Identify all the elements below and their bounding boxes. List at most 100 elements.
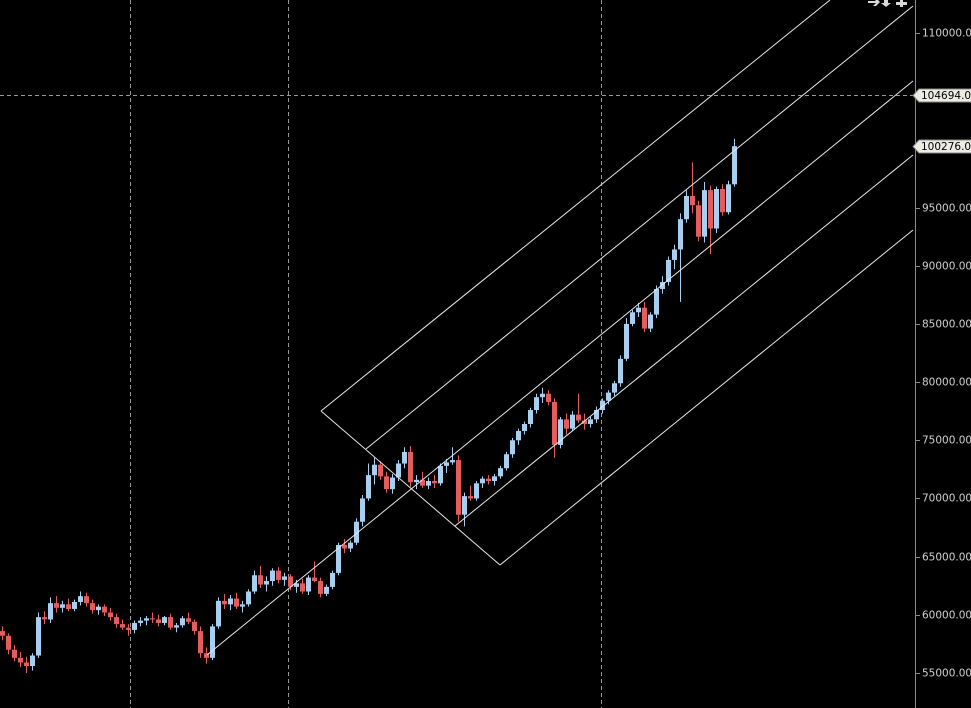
- y-tick-label: 95000.00: [922, 203, 971, 215]
- candle-body: [570, 414, 575, 429]
- candle-body: [6, 635, 11, 650]
- candle-body: [666, 259, 671, 283]
- candle-body: [114, 617, 119, 625]
- candle-body: [552, 401, 557, 445]
- candle-body: [48, 603, 53, 620]
- candle-body: [528, 410, 533, 424]
- channel-base: [320, 410, 501, 566]
- candle-body: [300, 583, 305, 592]
- candle-body: [474, 483, 479, 499]
- y-tick-label: 55000.00: [922, 668, 971, 680]
- candle-body: [240, 604, 245, 607]
- candle-body: [372, 464, 377, 476]
- channel: [206, 0, 914, 656]
- candle-body: [318, 581, 323, 594]
- candle-body: [336, 544, 341, 573]
- candle-body: [342, 544, 347, 549]
- y-tick-label: 80000.00: [922, 377, 971, 389]
- candle-body: [516, 430, 521, 441]
- candle-body: [468, 496, 473, 499]
- candle-body: [330, 572, 335, 587]
- channel-line: [454, 154, 914, 527]
- candle-body: [648, 314, 653, 329]
- candle-body: [390, 477, 395, 490]
- candle-body: [654, 289, 659, 315]
- toolbar-icons: [868, 0, 907, 7]
- candle-body: [678, 219, 683, 250]
- candle-body: [216, 600, 221, 627]
- candle-body: [408, 451, 413, 483]
- candle-body: [294, 583, 299, 587]
- candle-body: [510, 440, 515, 455]
- candle-body: [594, 410, 599, 420]
- candle-body: [132, 622, 137, 630]
- candle-body: [684, 195, 689, 220]
- candles: [0, 138, 737, 673]
- time-grid: [130, 0, 602, 708]
- candle-body: [522, 423, 527, 431]
- candle-body: [492, 476, 497, 481]
- candle-body: [696, 205, 701, 237]
- candle-body: [396, 463, 401, 478]
- candle-body: [156, 619, 161, 623]
- candle-body: [264, 581, 269, 585]
- price-tag: [912, 139, 971, 154]
- candle-body: [366, 475, 371, 499]
- candle-body: [360, 498, 365, 522]
- candle-body: [174, 625, 179, 628]
- channel-line: [499, 229, 914, 566]
- candle-body: [456, 460, 461, 515]
- candle-body: [84, 596, 89, 604]
- candle-body: [732, 146, 737, 185]
- candle-body: [198, 631, 203, 654]
- channel-line: [206, 80, 914, 656]
- candle-body: [378, 464, 383, 477]
- candle-body: [126, 627, 131, 630]
- candle-body: [690, 195, 695, 206]
- y-tick-label: 65000.00: [922, 552, 971, 564]
- candle-body: [204, 653, 209, 658]
- candle-body: [168, 617, 173, 628]
- price-tag-label: 104694.0: [921, 90, 971, 102]
- icon: [881, 0, 891, 7]
- channel-line: [320, 0, 831, 412]
- candle-body: [96, 606, 101, 611]
- candle-body: [180, 618, 185, 626]
- candle-body: [108, 612, 113, 618]
- candle-body: [312, 577, 317, 582]
- candle-body: [24, 662, 29, 666]
- candle-body: [714, 188, 719, 229]
- candle-body: [450, 460, 455, 463]
- candle-body: [102, 606, 107, 613]
- candle-body: [162, 617, 167, 623]
- candle-body: [486, 478, 491, 481]
- candle-body: [564, 419, 569, 429]
- candle-body: [36, 617, 41, 656]
- candle-body: [282, 576, 287, 580]
- candle-body: [636, 307, 641, 313]
- candle-body: [540, 393, 545, 398]
- candle-body: [144, 618, 149, 621]
- candle-body: [534, 397, 539, 411]
- candle-body: [354, 521, 359, 543]
- candle-body: [432, 480, 437, 484]
- candle-body: [42, 617, 47, 620]
- candle-body: [192, 621, 197, 632]
- candle-body: [624, 323, 629, 359]
- y-tick-label: 60000.00: [922, 610, 971, 622]
- candle-body: [720, 188, 725, 213]
- candle-body: [660, 282, 665, 290]
- candle-body: [402, 451, 407, 464]
- candle-body: [210, 626, 215, 658]
- candle-body: [426, 480, 431, 486]
- candle-body: [462, 496, 467, 515]
- candle-body: [414, 479, 419, 483]
- candle-body: [186, 618, 191, 622]
- candle-body: [306, 577, 311, 592]
- candle-body: [384, 476, 389, 490]
- candle-body: [348, 542, 353, 549]
- candle-body: [12, 649, 17, 658]
- candle-body: [630, 312, 635, 324]
